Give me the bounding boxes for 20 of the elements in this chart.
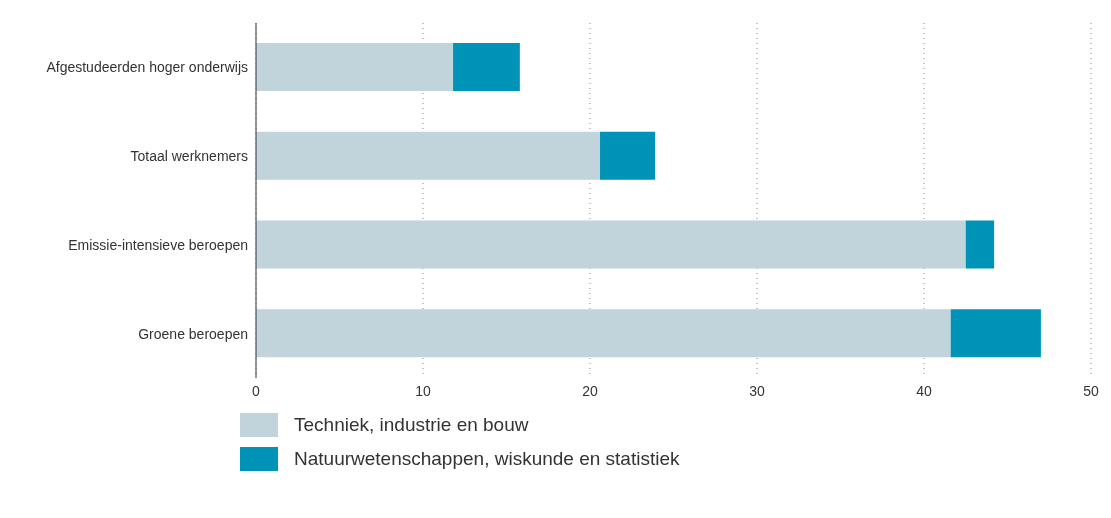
x-tick-label: 30: [749, 382, 765, 399]
x-tick-label: 0: [252, 382, 261, 399]
bar: [453, 43, 520, 91]
x-tick-label: 40: [916, 382, 932, 399]
bar: [256, 131, 601, 180]
x-tick-label: 10: [415, 382, 431, 399]
x-tick-label: 50: [1083, 382, 1099, 399]
legend-label: Techniek, industrie en bouw: [294, 414, 529, 436]
bar: [256, 309, 951, 358]
bar: [256, 220, 966, 269]
bar: [965, 220, 995, 269]
y-tick-label: Emissie-intensieve beroepen: [68, 236, 248, 253]
bar: [600, 131, 656, 180]
y-tick-label: Totaal werknemers: [130, 148, 248, 165]
legend-label: Natuurwetenschappen, wiskunde en statistiek: [294, 448, 680, 470]
y-tick-label: Groene beroepen: [138, 325, 248, 342]
bar: [256, 43, 454, 91]
bar: [950, 309, 1041, 358]
y-tick-label: Afgestudeerden hoger onderwijs: [46, 59, 248, 76]
x-tick-label: 20: [582, 382, 598, 399]
